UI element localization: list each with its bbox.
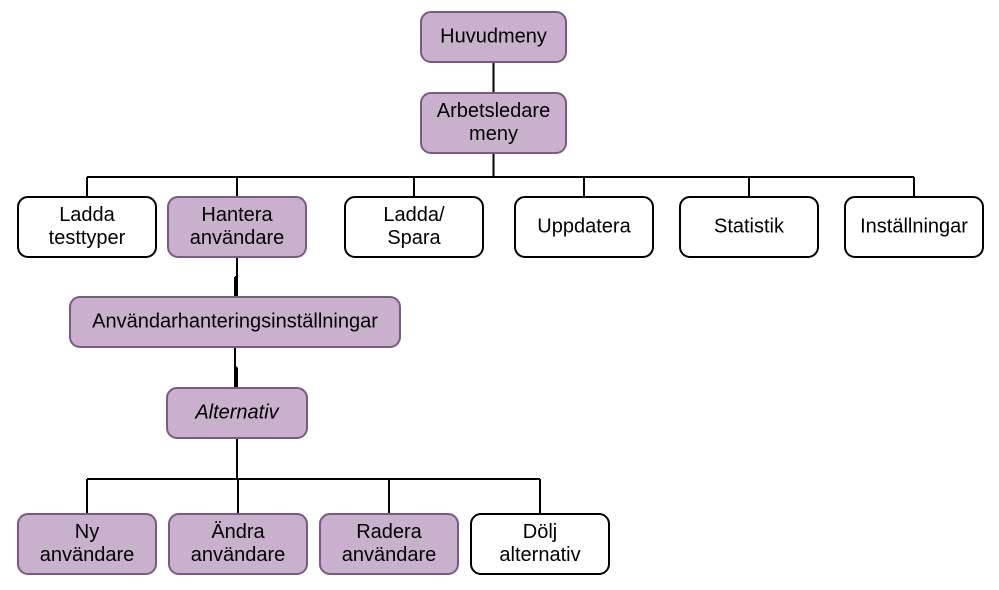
node-label: Statistik bbox=[714, 215, 785, 237]
node-label: Ladda/ bbox=[383, 204, 445, 226]
node-label: Huvudmeny bbox=[440, 25, 547, 47]
node-ny-anv: Nyanvändare bbox=[18, 514, 156, 574]
node-hantera: Hanteraanvändare bbox=[168, 197, 306, 257]
node-andra-anv: Ändraanvändare bbox=[169, 514, 307, 574]
node-label: Uppdatera bbox=[537, 215, 631, 237]
node-label: Dölj bbox=[523, 521, 557, 543]
flowchart-diagram: HuvudmenyArbetsledaremenyLaddatesttyperH… bbox=[0, 0, 999, 590]
node-label: användare bbox=[191, 544, 286, 566]
node-label: Inställningar bbox=[860, 215, 968, 237]
node-dolj-alt: Döljalternativ bbox=[471, 514, 609, 574]
node-label: användare bbox=[40, 544, 135, 566]
node-label: Alternativ bbox=[194, 401, 279, 423]
node-label: Hantera bbox=[201, 204, 273, 226]
node-alternativ: Alternativ bbox=[167, 388, 307, 438]
node-ladda-test: Laddatesttyper bbox=[18, 197, 156, 257]
node-label: Ny bbox=[75, 521, 99, 543]
node-statistik: Statistik bbox=[680, 197, 818, 257]
node-anv-hant: Användarhanteringsinställningar bbox=[70, 297, 400, 347]
node-huvudmeny: Huvudmeny bbox=[421, 12, 566, 62]
node-uppdatera: Uppdatera bbox=[515, 197, 653, 257]
node-radera-anv: Raderaanvändare bbox=[320, 514, 458, 574]
node-label: Användarhanteringsinställningar bbox=[92, 310, 378, 332]
node-label: Arbetsledare bbox=[437, 100, 550, 122]
node-label: testtyper bbox=[49, 227, 126, 249]
node-label: Radera bbox=[356, 521, 422, 543]
node-label: användare bbox=[342, 544, 437, 566]
node-label: alternativ bbox=[499, 544, 580, 566]
node-arbetsledare: Arbetsledaremeny bbox=[421, 93, 566, 153]
node-label: Ändra bbox=[211, 521, 265, 543]
node-label: meny bbox=[469, 123, 518, 145]
node-label: Spara bbox=[387, 227, 441, 249]
node-installningar: Inställningar bbox=[845, 197, 983, 257]
node-label: Ladda bbox=[59, 204, 115, 226]
node-label: användare bbox=[190, 227, 285, 249]
node-ladda-spara: Ladda/Spara bbox=[345, 197, 483, 257]
